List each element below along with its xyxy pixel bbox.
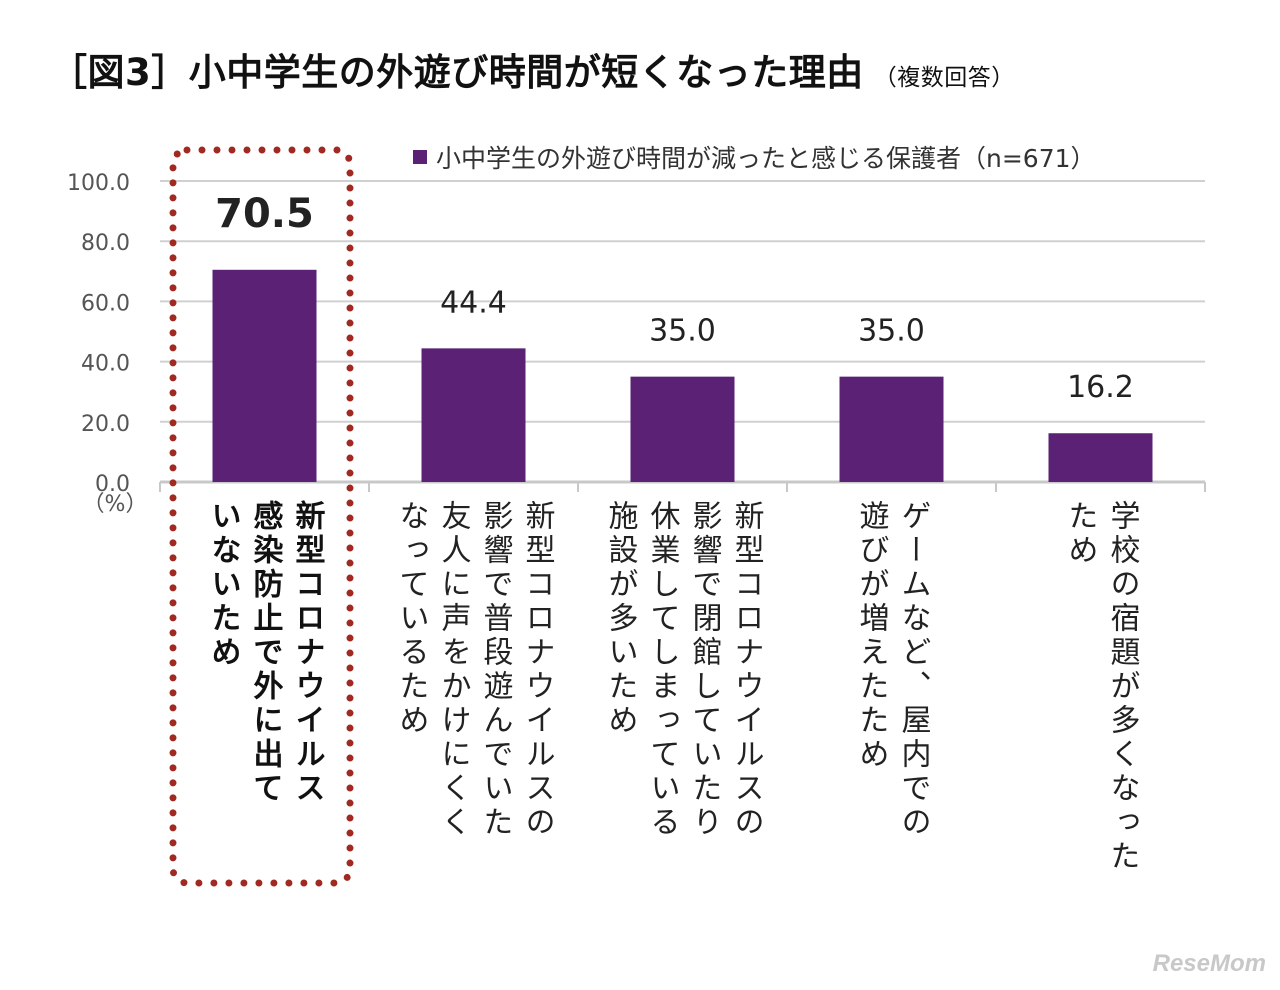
bar-value-label: 70.5 bbox=[215, 191, 314, 237]
bar bbox=[839, 376, 944, 482]
x-tick-label: 新型コロナウイルス 感染防止で外に出て いないため bbox=[205, 500, 325, 806]
bar-value-label: 44.4 bbox=[440, 285, 507, 320]
x-tick-label: 学校の宿題が多くなった ため bbox=[1062, 500, 1140, 874]
bar-value-label: 16.2 bbox=[1067, 370, 1134, 405]
x-tick-label: 新型コロナウイルスの 影響で普段遊んでいた 友人に声をかけにくく なっているため bbox=[393, 500, 555, 840]
y-unit-label: （%） bbox=[83, 492, 148, 517]
legend-label: 小中学生の外遊び時間が減ったと感じる保護者（n=671） bbox=[436, 144, 1096, 173]
bar bbox=[1048, 433, 1153, 482]
title-main: 小中学生の外遊び時間が短くなった理由 bbox=[188, 51, 864, 94]
bar-value-label: 35.0 bbox=[649, 314, 716, 349]
legend-swatch bbox=[413, 150, 427, 164]
bar bbox=[421, 348, 526, 482]
x-tick-label: ゲームなど、屋内での 遊びが増えたため bbox=[853, 500, 931, 840]
chart-title: ［図3］小中学生の外遊び時間が短くなった理由 （複数回答） bbox=[50, 42, 1015, 96]
y-tick-label: 20.0 bbox=[81, 412, 130, 437]
bar bbox=[630, 376, 735, 482]
y-tick-label: 0.0 bbox=[95, 472, 130, 497]
bar bbox=[212, 269, 317, 482]
figure-label: ［図3］ bbox=[50, 51, 189, 94]
watermark-logo: ReseMom bbox=[1152, 950, 1266, 977]
title-note: （複数回答） bbox=[873, 65, 1015, 91]
y-tick-label: 60.0 bbox=[81, 291, 130, 316]
y-tick-label: 40.0 bbox=[81, 352, 130, 377]
y-tick-label: 100.0 bbox=[67, 171, 130, 196]
y-tick-label: 80.0 bbox=[81, 231, 130, 256]
highlight-border bbox=[169, 146, 354, 887]
bar-value-label: 35.0 bbox=[858, 314, 925, 349]
x-tick-label: 新型コロナウイルスの 影響で閉館していたり 休業してしまっている 施設が多いため bbox=[602, 500, 764, 840]
